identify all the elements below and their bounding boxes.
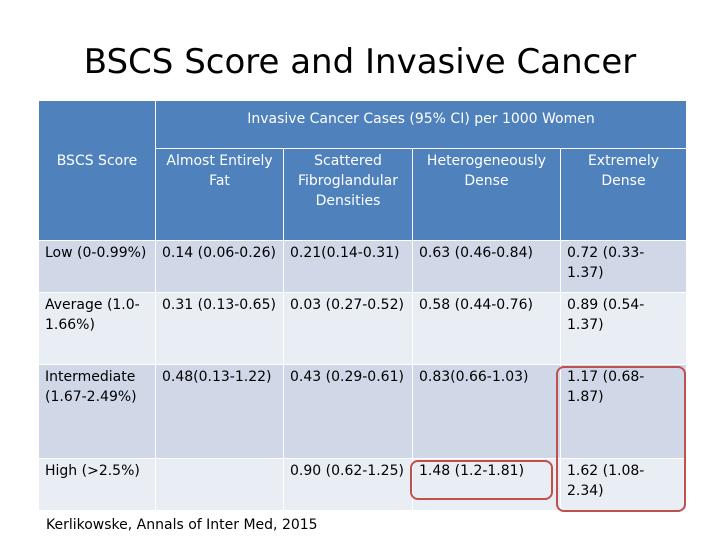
- table-cell: 1.17 (0.68-1.87): [560, 364, 687, 459]
- citation: Kerlikowske, Annals of Inter Med, 2015: [46, 517, 318, 533]
- table-cell: 0.21(0.14-0.31): [283, 240, 413, 293]
- bscs-score-header: BSCS Score: [38, 100, 156, 241]
- table-cell: 1.48 (1.2-1.81): [412, 458, 561, 511]
- column-header-fat: Almost Entirely Fat: [155, 148, 284, 241]
- table-row: Average (1.0-1.66%) 0.31 (0.13-0.65) 0.0…: [38, 292, 687, 365]
- table-cell: 0.83(0.66-1.03): [412, 364, 561, 459]
- table-cell: 0.58 (0.44-0.76): [412, 292, 561, 365]
- table-cell: 0.31 (0.13-0.65): [155, 292, 284, 365]
- group-header: Invasive Cancer Cases (95% CI) per 1000 …: [155, 100, 687, 149]
- table-row: Low (0-0.99%) 0.14 (0.06-0.26) 0.21(0.14…: [38, 240, 687, 293]
- table-cell: 0.43 (0.29-0.61): [283, 364, 413, 459]
- slide-title: BSCS Score and Invasive Cancer: [83, 42, 637, 82]
- high-heterogeneous-highlight: [410, 460, 553, 500]
- column-header-scattered: Scattered Fibroglandular Densities: [283, 148, 413, 241]
- table-cell: 0.63 (0.46-0.84): [412, 240, 561, 293]
- cancer-rates-table: BSCS Score Invasive Cancer Cases (95% CI…: [38, 100, 687, 511]
- table-cell: 0.90 (0.62-1.25): [283, 458, 413, 511]
- table-cell: 0.14 (0.06-0.26): [155, 240, 284, 293]
- table-row: Intermediate (1.67-2.49%) 0.48(0.13-1.22…: [38, 364, 687, 459]
- table-cell: 0.48(0.13-1.22): [155, 364, 284, 459]
- table-cell: 0.89 (0.54-1.37): [560, 292, 687, 365]
- row-label: Average (1.0-1.66%): [38, 292, 156, 365]
- table-row: High (>2.5%) 0.90 (0.62-1.25) 1.48 (1.2-…: [38, 458, 687, 511]
- row-label: High (>2.5%): [38, 458, 156, 511]
- row-label: Low (0-0.99%): [38, 240, 156, 293]
- table-cell: [155, 458, 284, 511]
- extremely-dense-highlight: [556, 366, 686, 512]
- table-cell: 1.62 (1.08-2.34): [560, 458, 687, 511]
- row-label: Intermediate (1.67-2.49%): [38, 364, 156, 459]
- table-cell: 0.03 (0.27-0.52): [283, 292, 413, 365]
- column-header-heterogeneous: Heterogeneously Dense: [412, 148, 561, 241]
- column-header-extreme: Extremely Dense: [560, 148, 687, 241]
- table-cell: 0.72 (0.33-1.37): [560, 240, 687, 293]
